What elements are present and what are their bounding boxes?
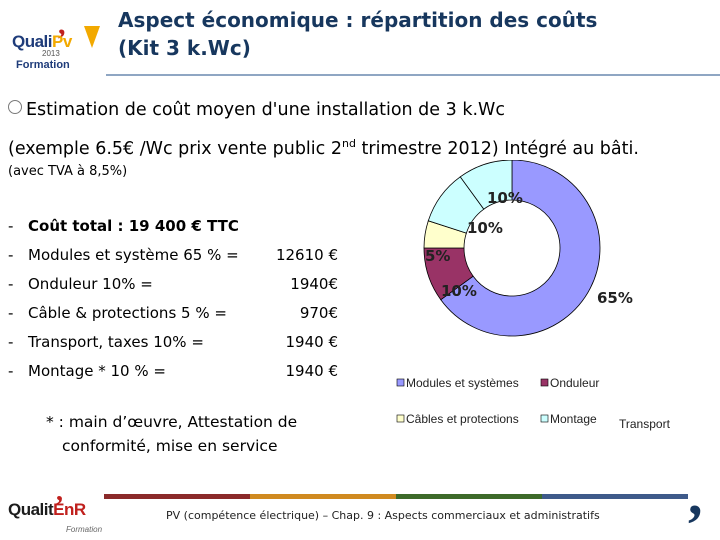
title-divider <box>106 74 720 76</box>
logo-subtitle: Formation <box>66 525 103 534</box>
data-label-2: 5% <box>425 247 450 265</box>
page-number: 6 <box>696 472 703 486</box>
slice-transport <box>459 160 513 210</box>
data-label-3: 10% <box>467 219 503 237</box>
legend-label-0: Modules et systèmes <box>406 376 519 390</box>
cost-row-cable: - Câble & protections 5 % = 970€ <box>8 304 338 322</box>
lightning-bolt-icon <box>84 26 100 48</box>
intro-line-1: Estimation de coût moyen d'une installat… <box>26 100 505 120</box>
legend-label-4: Transport <box>619 417 671 431</box>
cost-row-total: - Coût total : 19 400 € TTC <box>8 217 239 235</box>
logo-brand: QualiPv <box>12 32 72 51</box>
qualipv-logo: , QualiPv 2013 Formation <box>6 8 102 71</box>
legend-label-1: Onduleur <box>550 376 599 390</box>
tva-note: (avec TVA à 8,5%) <box>8 164 128 179</box>
logo-hook-icon: , <box>58 8 66 41</box>
cost-row-transport: - Transport, taxes 10% = 1940 € <box>8 333 338 351</box>
footer-text: PV (compétence électrique) – Chap. 9 : A… <box>166 509 600 522</box>
slice-modules-et-syst-mes <box>440 160 601 337</box>
logo-brand: QualitEnR <box>8 500 86 519</box>
footer-bar-green <box>396 494 542 499</box>
legend-swatch-3 <box>540 414 549 423</box>
footer-bar-orange <box>250 494 396 499</box>
chart-svg: 65% 10% 5% 10% 10% Modules et systèmes Onduleu… <box>396 160 671 431</box>
circle-bullet-icon <box>8 100 22 114</box>
page-number-badge: , 6 <box>688 462 716 538</box>
title-line-1: Aspect économique : répartition des coût… <box>118 8 598 32</box>
cost-row-onduleur: - Onduleur 10% = 1940€ <box>8 275 338 293</box>
cost-row-modules: - Modules et système 65 % = 12610 € <box>8 246 338 264</box>
legend-swatch-2 <box>396 414 405 423</box>
title-line-2: (Kit 3 k.Wc) <box>118 36 251 60</box>
footnote: * : main d’œuvre, Attestation de conform… <box>46 413 298 455</box>
logo-year: 2013 <box>42 49 60 58</box>
page-title: Aspect économique : répartition des coût… <box>118 6 678 62</box>
data-label-0: 65% <box>597 289 633 307</box>
data-label-4: 10% <box>487 189 523 207</box>
intro-text: Estimation de coût moyen d'une installat… <box>8 94 718 166</box>
hook-icon: , <box>688 462 703 527</box>
footer-bar-red <box>104 494 250 499</box>
logo-subtitle: Formation <box>16 59 70 71</box>
legend-swatch-0 <box>396 378 405 387</box>
legend-swatch-1 <box>540 378 549 387</box>
cost-list: - Coût total : 19 400 € TTC - Modules et s… <box>8 212 338 386</box>
cost-row-montage: - Montage * 10 % = 1940 € <box>8 362 338 380</box>
qualitenr-logo: , QualitEnR Formation <box>6 476 106 538</box>
logo-hook-icon: , <box>56 476 63 507</box>
legend-label-3: Montage <box>550 412 597 426</box>
intro-line-2: (exemple 6.5€ /Wc prix vente public 2nd … <box>8 137 639 159</box>
footer-bar-blue <box>542 494 688 499</box>
data-label-1: 10% <box>441 282 477 300</box>
legend-label-2: Câbles et protections <box>406 412 519 426</box>
cost-doughnut-chart: 65% 10% 5% 10% 10% Modules et systèmes Onduleu… <box>375 160 715 435</box>
